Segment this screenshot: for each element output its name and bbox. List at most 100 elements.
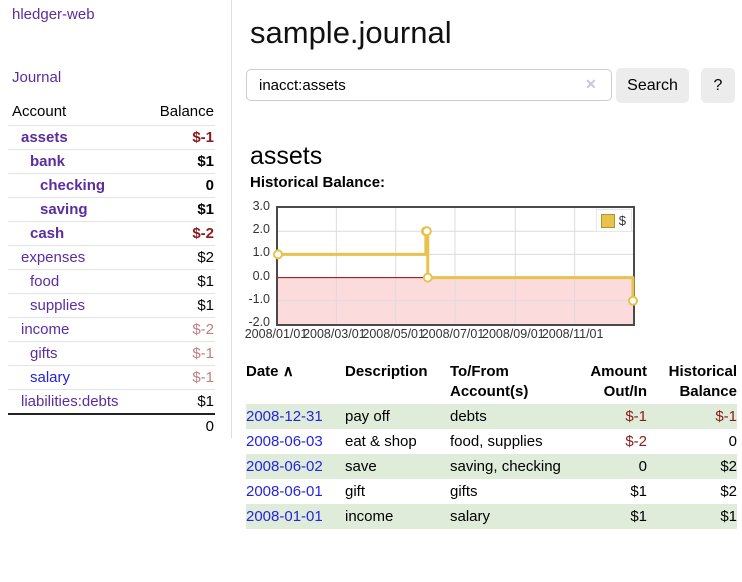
account-link[interactable]: saving [40,201,88,218]
transaction-row: 2008-01-01 income salary $1 $1 [246,504,737,529]
clear-search-icon[interactable]: ✕ [585,76,597,92]
account-name-cell: salary [8,366,146,390]
account-row: expenses $2 [8,246,215,270]
balance-column-header: Historical Balance [668,363,737,400]
x-axis-tick-label: 2008/03/01 [303,327,366,341]
data-point-marker [421,226,432,237]
transaction-amount-cell: $1 [630,483,647,500]
page-title: sample.journal [250,14,452,50]
transaction-description-cell: pay off [345,408,390,425]
transaction-balance-cell: $1 [720,508,737,525]
account-link[interactable]: salary [30,369,71,386]
account-balance: $1 [197,297,214,314]
account-name-cell: assets [8,126,146,150]
transaction-description-cell: gift [345,483,366,500]
search-input[interactable] [246,69,612,101]
account-name-cell: expenses [8,246,146,270]
account-balance: $1 [197,153,214,170]
account-link[interactable]: liabilities:debts [21,393,119,410]
transaction-row: 2008-06-01 gift gifts $1 $2 [246,479,737,504]
account-name-cell: bank [8,150,146,174]
account-link[interactable]: bank [30,153,66,170]
x-axis-tick-label: 2008/09/01 [482,327,545,341]
account-balance: $-1 [192,369,214,386]
x-axis-tick-label: 2008/07/01 [421,327,485,341]
account-link[interactable]: expenses [21,249,86,266]
y-axis-tick-label: 0.0 [252,268,270,283]
transaction-amount-cell: 0 [638,458,647,475]
transaction-date-cell: 2008-06-01 [246,479,345,504]
transaction-date-link[interactable]: 2008-06-01 [246,483,323,500]
account-name-cell: saving [8,198,146,222]
register-header-row: Date ∧ Description To/From Account(s) Am… [246,360,737,404]
account-balance: $1 [197,273,214,290]
y-axis-tick-label: 3.0 [252,199,270,213]
transaction-balance-cell: $2 [720,483,737,500]
transaction-accounts-cell: food, supplies [450,433,543,450]
account-link[interactable]: food [30,273,60,290]
account-name-cell: food [8,270,146,294]
historical-balance-chart: $ [273,206,638,326]
register-table: Date ∧ Description To/From Account(s) Am… [246,360,737,529]
accounts-total-spacer [8,414,146,438]
sidebar-item-journal[interactable]: Journal [12,69,62,86]
transaction-date-link[interactable]: 2008-12-31 [246,408,323,425]
transaction-accounts-cell: saving, checking [450,458,561,475]
accounts-total-balance: 0 [205,418,214,435]
search-button[interactable]: Search [616,68,689,103]
account-row: bank $1 [8,150,215,174]
accounts-balance-table: Account Balance assets $-1 bank $1 checking 0… [8,100,215,438]
account-link[interactable]: income [21,321,70,338]
transaction-date-cell: 2008-12-31 [246,404,345,429]
transaction-date-link[interactable]: 2008-06-03 [246,433,323,450]
app-title-link[interactable]: hledger-web [12,6,95,23]
help-button[interactable]: ? [701,68,735,103]
data-point-marker [628,295,638,306]
account-row: salary $-1 [8,366,215,390]
transaction-accounts-cell: gifts [450,483,478,500]
transaction-description-cell: income [345,508,394,525]
account-balance: $-1 [192,345,214,362]
account-link[interactable]: assets [21,129,68,146]
transaction-amount-cell: $1 [630,508,647,525]
account-balance: $2 [197,249,214,266]
accounts-total-row: 0 [8,414,215,438]
account-link[interactable]: supplies [30,297,86,314]
transaction-accounts-cell: debts [450,408,487,425]
description-column-header: Description [345,363,428,380]
y-axis-tick-label: 2.0 [252,222,270,237]
account-row: checking 0 [8,174,215,198]
transaction-date-link[interactable]: 2008-06-02 [246,458,323,475]
transaction-balance-cell: 0 [728,433,737,450]
balance-chart-svg [273,208,638,324]
transaction-date-cell: 2008-06-03 [246,429,345,454]
account-row: food $1 [8,270,215,294]
account-link[interactable]: cash [30,225,65,242]
transaction-row: 2008-06-02 save saving, checking 0 $2 [246,454,737,479]
account-name-cell: gifts [8,342,146,366]
account-row: assets $-1 [8,126,215,150]
account-link[interactable]: gifts [30,345,58,362]
legend-swatch-icon [600,213,615,228]
y-axis-tick-label: -1.0 [248,291,270,306]
transaction-amount-cell: $-1 [625,408,647,425]
data-point-marker [422,272,433,283]
transaction-row: 2008-12-31 pay off debts $-1 $-1 [246,404,737,429]
transaction-balance-cell: $-1 [715,408,737,425]
transaction-date-cell: 2008-01-01 [246,504,345,529]
transaction-date-link[interactable]: 2008-01-01 [246,508,323,525]
account-row: saving $1 [8,198,215,222]
transaction-description-cell: save [345,458,377,475]
account-link[interactable]: checking [40,177,106,194]
y-axis-tick-label: -2.0 [248,315,270,329]
transaction-description-cell: eat & shop [345,433,417,450]
account-name-cell: cash [8,222,146,246]
date-column-header[interactable]: Date ∧ [246,360,345,404]
transaction-row: 2008-06-03 eat & shop food, supplies $-2 0 [246,429,737,454]
transaction-accounts-cell: salary [450,508,491,525]
x-axis-tick-label: 2008/11/01 [541,327,604,341]
account-balance: $-2 [192,225,214,242]
account-row: gifts $-1 [8,342,215,366]
account-name-cell: supplies [8,294,146,318]
